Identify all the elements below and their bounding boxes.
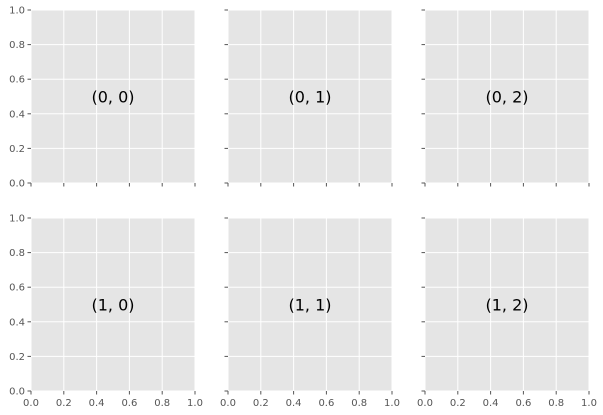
y-tick-label: 0.4 [9, 109, 25, 120]
subplot-label: (0, 1) [288, 88, 331, 107]
x-tick-label: 0.0 [220, 398, 236, 409]
subplot-label: (1, 0) [91, 296, 134, 315]
x-tick-label: 0.8 [548, 398, 564, 409]
plot-area-background [31, 10, 195, 183]
x-tick-label: 0.4 [89, 398, 105, 409]
subplot-label: (1, 2) [485, 296, 528, 315]
subplot-1-1: 0.0 0.2 0.4 0.6 0.8 1.0 (1, 1) [220, 217, 400, 409]
y-tick-label: 0.6 [9, 283, 25, 294]
subplot-0-2: (0, 2) [421, 9, 590, 187]
x-tick-label: 0.6 [515, 398, 531, 409]
y-tick-label: 0.8 [9, 248, 25, 259]
y-tick-label: 0.2 [9, 352, 25, 363]
x-tick-label: 1.0 [384, 398, 400, 409]
y-tick-label: 0.4 [9, 317, 25, 328]
y-tick-label: 0.8 [9, 40, 25, 51]
plot-area-background [228, 218, 392, 391]
plot-area-background [425, 218, 589, 391]
subplot-0-0: 0.0 0.2 0.4 0.6 0.8 1.0 (0, 0) [9, 6, 196, 190]
y-tick-label: 0.0 [9, 179, 25, 190]
subplot-0-1: (0, 1) [224, 9, 393, 187]
x-tick-label: 1.0 [187, 398, 203, 409]
x-tick-label: 0.2 [450, 398, 466, 409]
y-tick-label: 1.0 [9, 214, 25, 225]
subplot-label: (1, 1) [288, 296, 331, 315]
x-tick-label: 0.0 [23, 398, 39, 409]
x-tick-label: 0.2 [253, 398, 269, 409]
subplot-label: (0, 2) [485, 88, 528, 107]
plot-area-background [228, 10, 392, 183]
x-tick-label: 0.2 [56, 398, 72, 409]
x-tick-label: 0.6 [121, 398, 137, 409]
y-tick-label: 0.2 [9, 144, 25, 155]
subplot-1-0: 0.0 0.2 0.4 0.6 0.8 1.0 0.0 0.2 0.4 0.6 0.8 1.0 (1, … [9, 214, 203, 410]
x-tick-label: 1.0 [581, 398, 597, 409]
x-tick-label: 0.4 [483, 398, 499, 409]
plot-area-background [31, 218, 195, 391]
x-tick-label: 0.8 [154, 398, 170, 409]
subplot-label: (0, 0) [91, 88, 134, 107]
x-tick-label: 0.8 [351, 398, 367, 409]
x-tick-label: 0.0 [417, 398, 433, 409]
subplot-1-2: 0.0 0.2 0.4 0.6 0.8 1.0 (1, 2) [417, 217, 597, 409]
plot-area-background [425, 10, 589, 183]
y-tick-label: 1.0 [9, 6, 25, 17]
x-tick-label: 0.4 [286, 398, 302, 409]
x-tick-label: 0.6 [318, 398, 334, 409]
y-tick-label: 0.6 [9, 75, 25, 86]
y-tick-label: 0.0 [9, 387, 25, 398]
